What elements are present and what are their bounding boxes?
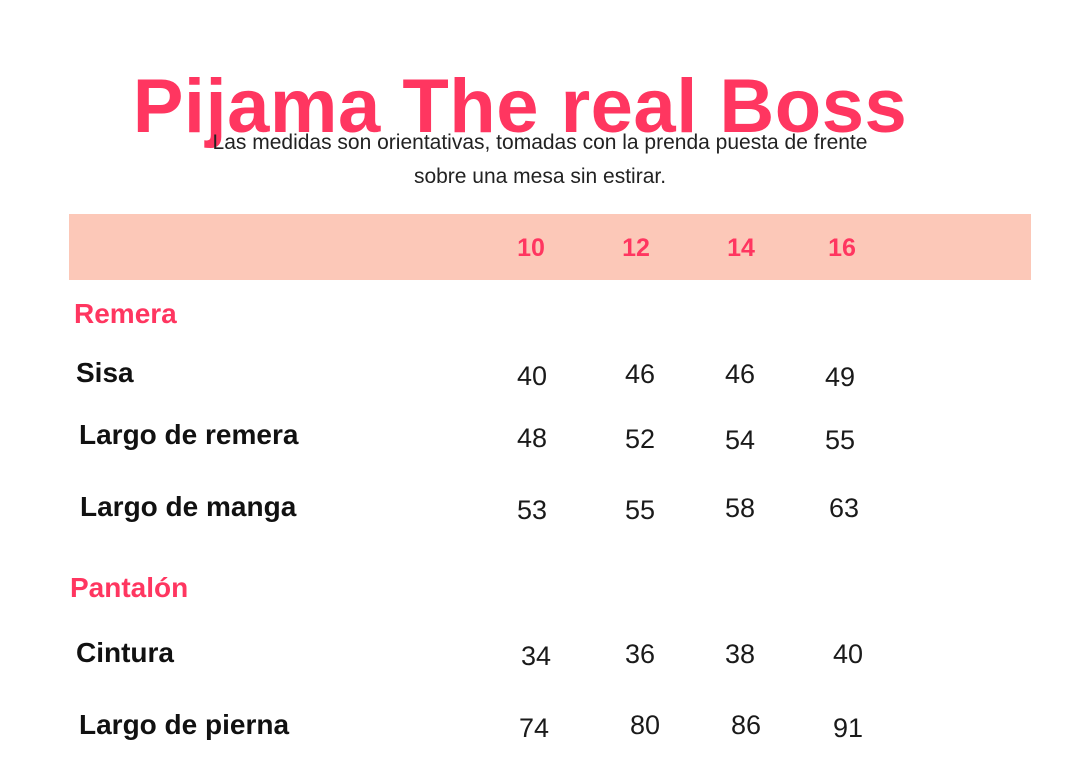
table-cell: 46 xyxy=(724,359,756,389)
page-title: Pijama The real Boss xyxy=(132,63,908,149)
table-cell: 55 xyxy=(624,495,656,525)
size-header-14: 14 xyxy=(727,234,755,262)
table-cell: 63 xyxy=(828,493,860,523)
table-cell: 54 xyxy=(724,425,756,455)
subtitle-line-2: sobre una mesa sin estirar. xyxy=(413,165,667,188)
table-cell: 74 xyxy=(518,713,550,743)
row-label-largo-de-pierna: Largo de pierna xyxy=(79,709,290,740)
table-cell: 38 xyxy=(724,639,756,669)
table-cell: 80 xyxy=(629,710,661,740)
table-cell: 40 xyxy=(832,639,864,669)
row-label-largo-de-remera: Largo de remera xyxy=(79,419,299,450)
size-header-band xyxy=(69,214,1031,280)
table-cell: 49 xyxy=(824,362,856,392)
row-label-largo-de-manga: Largo de manga xyxy=(80,491,297,522)
table-cell: 86 xyxy=(730,710,762,740)
size-header-12: 12 xyxy=(622,234,650,262)
size-header-16: 16 xyxy=(828,234,856,262)
row-label-sisa: Sisa xyxy=(76,357,134,388)
section-title-remera: Remera xyxy=(74,298,177,329)
table-cell: 55 xyxy=(824,425,856,455)
table-cell: 58 xyxy=(724,493,756,523)
subtitle-line-1: Las medidas son orientativas, tomadas co… xyxy=(212,131,868,154)
table-cell: 91 xyxy=(832,713,864,743)
section-title-pantalon: Pantalón xyxy=(70,572,189,603)
table-cell: 40 xyxy=(516,361,548,391)
table-cell: 34 xyxy=(520,641,552,671)
table-cell: 48 xyxy=(516,423,548,453)
table-cell: 52 xyxy=(624,424,656,454)
table-cell: 53 xyxy=(516,495,548,525)
subtitle: Las medidas son orientativas, tomadas co… xyxy=(140,126,940,194)
table-cell: 36 xyxy=(624,639,656,669)
table-cell: 46 xyxy=(624,359,656,389)
row-label-cintura: Cintura xyxy=(76,637,174,668)
size-header-10: 10 xyxy=(517,234,545,262)
